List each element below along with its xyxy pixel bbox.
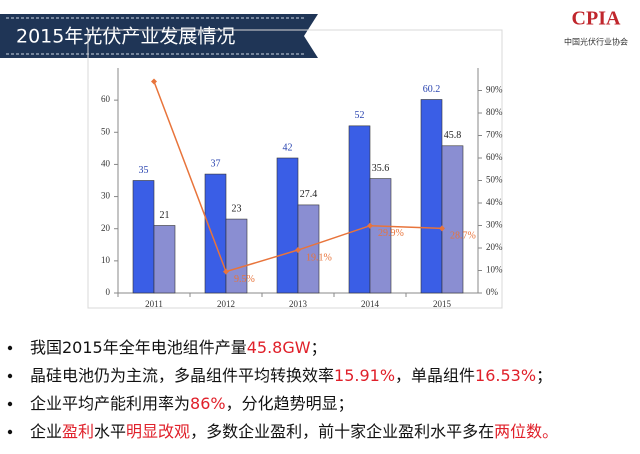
line-marker <box>151 78 157 85</box>
bullet-segment: 明显改观 <box>126 422 190 441</box>
line-label: 9.5% <box>234 274 255 285</box>
logo: CPIA <box>572 8 621 30</box>
line-label: 29.9% <box>378 228 404 239</box>
y2-tick-label: 0% <box>486 287 499 297</box>
bar <box>276 157 299 294</box>
line-label: 19.1% <box>306 252 332 263</box>
bar <box>369 178 392 294</box>
y2-tick-label: 50% <box>486 175 503 185</box>
bullet-text: 企业盈利水平明显改观，多数企业盈利，前十家企业盈利水平多在两位数。 <box>30 422 558 441</box>
bullet-segment: 45.8GW <box>247 338 311 357</box>
bar <box>348 125 371 294</box>
bar-label: 52 <box>355 110 365 121</box>
bar <box>204 173 227 294</box>
bullet-segment: 86% <box>190 394 226 413</box>
line-marker <box>295 247 301 254</box>
bar-label: 42 <box>283 142 293 153</box>
chart: 0 10 20 30 40 50 60 0% 10% 20% 30% 40% 50% 60% 70% 80% 9… <box>101 68 503 309</box>
bullet-dot <box>7 345 13 351</box>
x-tick-label: 2012 <box>217 299 235 309</box>
y2-tick-label: 40% <box>486 197 503 207</box>
logo-subtitle: 中国光伏行业协会 <box>564 37 628 47</box>
bar <box>225 218 248 294</box>
bar-label: 45.8 <box>444 130 462 141</box>
bar <box>153 225 176 294</box>
y2-tick-label: 80% <box>486 107 503 117</box>
line-marker <box>367 222 373 229</box>
bullet-segment: 两位数。 <box>494 422 558 441</box>
bar-label: 35.6 <box>372 163 390 174</box>
bullet-text: 我国2015年全年电池组件产量45.8GW； <box>30 338 327 357</box>
y-tick-label: 0 <box>106 287 111 297</box>
bullet-text: 晶硅电池仍为主流，多晶组件平均转换效率15.91%，单晶组件16.53%； <box>30 366 552 385</box>
x-tick-label: 2015 <box>433 299 452 309</box>
bullet-segment: ，单晶组件 <box>395 366 475 385</box>
bullet-dot <box>7 429 13 435</box>
bullet-segment: 晶硅电池仍为主流，多晶组件平均转换效率 <box>30 366 334 385</box>
y-tick-label: 60 <box>101 94 111 104</box>
bar <box>420 99 443 294</box>
bullet-segment: 盈利 <box>62 422 94 441</box>
y2-tick-label: 70% <box>486 130 503 140</box>
y2-tick-label: 10% <box>486 265 503 275</box>
line-marker <box>223 268 229 275</box>
x-tick-label: 2013 <box>289 299 308 309</box>
bar-label: 35 <box>139 165 149 176</box>
line-label: 28.7% <box>450 231 476 242</box>
bar-label: 23 <box>232 203 242 214</box>
y2-tick-label: 60% <box>486 152 503 162</box>
y-tick-label: 10 <box>101 255 111 265</box>
y-tick-label: 40 <box>101 158 111 168</box>
y-tick-label: 50 <box>101 126 111 136</box>
bullet-segment: 16.53% <box>475 366 536 385</box>
y2-tick-label: 30% <box>486 220 503 230</box>
bullet-segment: ； <box>311 338 327 357</box>
x-tick-label: 2014 <box>361 299 380 309</box>
bullet-segment: 我国2015年全年电池组件产量 <box>30 338 247 357</box>
title-banner <box>0 14 318 58</box>
bar-label: 21 <box>160 210 170 221</box>
bar-label: 27.4 <box>300 189 318 200</box>
bullet-text: 企业平均产能利用率为86%，分化趋势明显； <box>30 394 354 413</box>
y-tick-label: 30 <box>101 191 111 201</box>
slide-title: 2015年光伏产业发展情况 <box>16 26 235 48</box>
bar-label: 60.2 <box>423 84 441 95</box>
bullet-segment: ； <box>536 366 552 385</box>
y2-tick-label: 20% <box>486 242 503 252</box>
bullet-dot <box>7 373 13 379</box>
bullet-segment: 企业平均产能利用率为 <box>30 394 190 413</box>
bullet-segment: 15.91% <box>334 366 395 385</box>
bullet-list: 我国2015年全年电池组件产量45.8GW；晶硅电池仍为主流，多晶组件平均转换效… <box>7 338 558 441</box>
x-tick-label: 2011 <box>145 299 163 309</box>
y2-tick-label: 90% <box>486 85 503 95</box>
line-marker <box>439 225 445 232</box>
chart-frame <box>87 29 503 309</box>
bullet-dot <box>7 401 13 407</box>
bullet-segment: ，多数企业盈利，前十家企业盈利水平多在 <box>190 422 494 441</box>
y-tick-label: 20 <box>101 223 111 233</box>
bullet-segment: ，分化趋势明显； <box>226 394 354 413</box>
bar-label: 37 <box>211 158 221 169</box>
bar <box>132 180 155 294</box>
bullet-segment: 企业 <box>30 422 62 441</box>
bar <box>441 145 464 294</box>
bullet-segment: 水平 <box>94 422 126 441</box>
